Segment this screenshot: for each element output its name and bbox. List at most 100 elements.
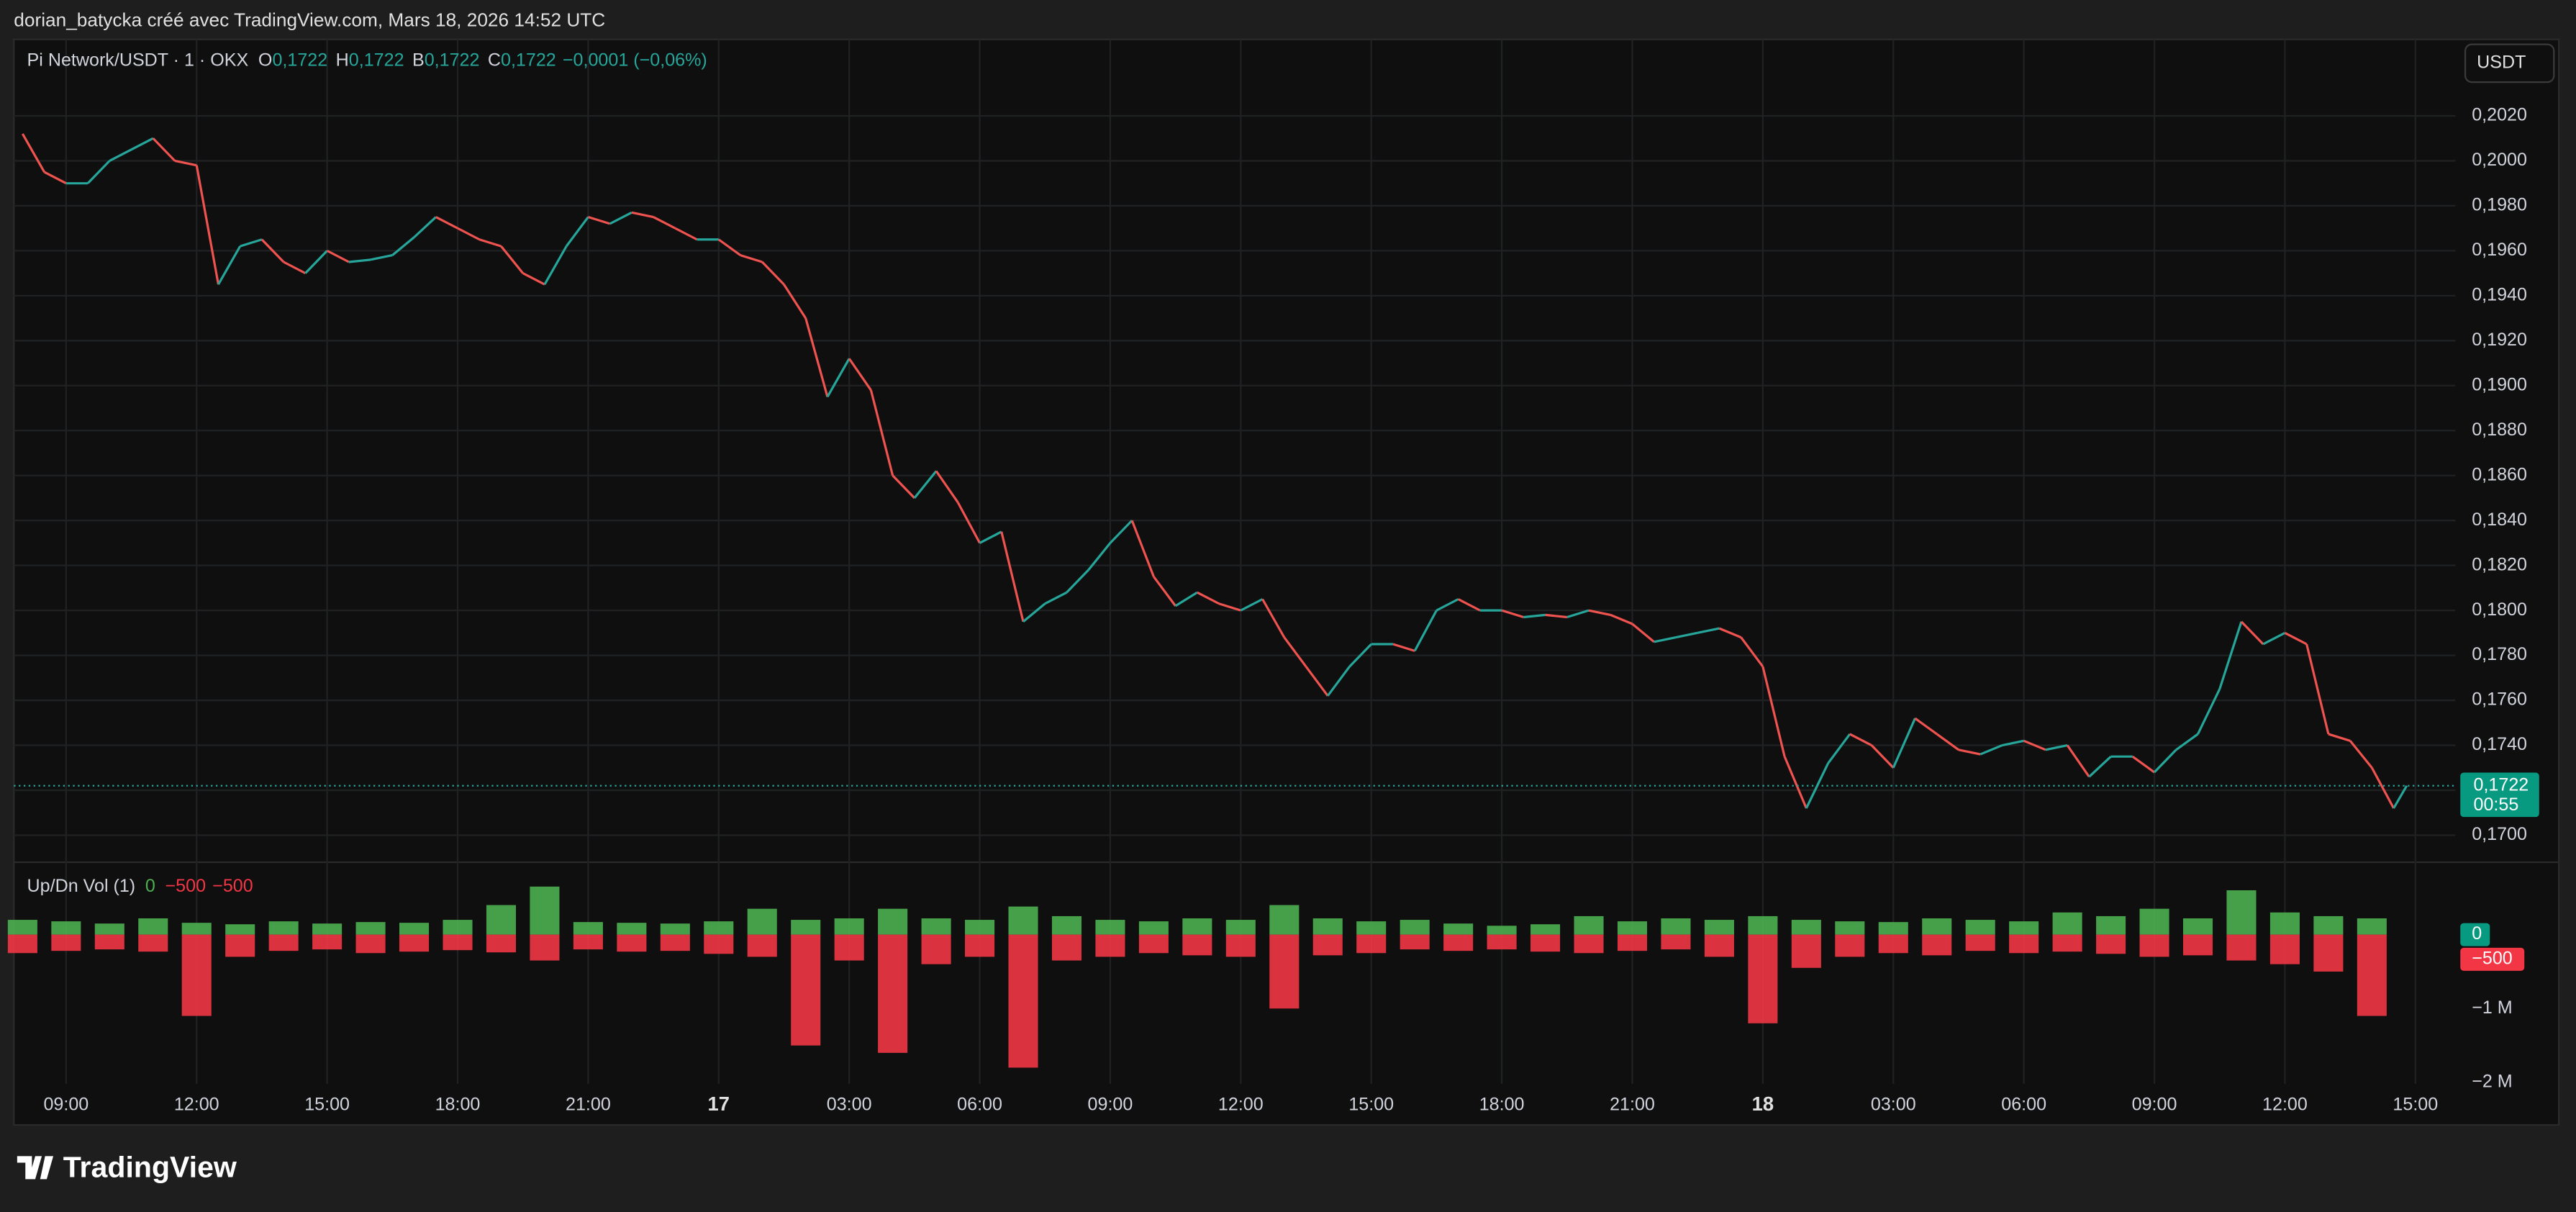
price-segment [1523, 613, 1546, 619]
price-segment [1631, 623, 1655, 643]
volume-bar [2052, 912, 2082, 935]
volume-bar [1704, 934, 1734, 957]
volume-bar [1487, 926, 1517, 935]
price-segment [848, 358, 872, 391]
volume-bar [2357, 918, 2387, 935]
price-segment [413, 216, 437, 238]
price-segment [1566, 609, 1589, 619]
volume-bar [1878, 934, 1908, 954]
volume-bar [225, 924, 255, 935]
volume-bar [138, 918, 168, 935]
volume-bar [1922, 918, 1952, 935]
price-segment [1240, 598, 1264, 612]
price-segment [1914, 717, 1938, 736]
currency-button[interactable] [2464, 43, 2555, 83]
price-segment [1979, 744, 2003, 756]
price-segment [1066, 569, 1089, 594]
volume-bar [704, 921, 734, 935]
volume-bar [530, 886, 560, 935]
price-segment [1044, 591, 1068, 605]
volume-bar [312, 923, 343, 935]
volume-bar [7, 934, 37, 954]
volume-bar [1878, 922, 1908, 935]
volume-bar [1617, 921, 1648, 935]
price-segment [826, 358, 851, 398]
x-tick-label: 15:00 [1348, 1094, 1394, 1114]
volume-legend-value: −500 [212, 876, 253, 896]
price-segment [1283, 636, 1307, 668]
volume-bar [268, 921, 299, 935]
volume-bar [355, 934, 386, 954]
price-segment [1761, 666, 1786, 757]
price-segment [956, 502, 981, 544]
volume-bar [2182, 918, 2213, 935]
price-segment [1305, 666, 1329, 697]
x-tick-label: 09:00 [43, 1094, 89, 1114]
symbol: Pi Network/USDT · 1 · OKX [27, 50, 249, 70]
price-segment [1675, 631, 1698, 639]
y-tick-label: 0,2000 [2472, 150, 2527, 170]
currency-label[interactable]: USDT [2477, 52, 2526, 72]
volume-bar [1356, 921, 1387, 935]
volume-bar [1400, 920, 1430, 935]
x-tick-label: 21:00 [566, 1094, 611, 1114]
volume-bar [2139, 934, 2169, 957]
volume-bar [443, 920, 473, 935]
volume-bar [1095, 920, 1125, 935]
volume-bar [1748, 915, 1778, 935]
volume-bar [486, 905, 517, 935]
volume-bar [2226, 934, 2257, 961]
y-tick-label: 0,2020 [2472, 105, 2527, 125]
volume-bar [1661, 918, 1691, 935]
price-segment [913, 470, 938, 499]
volume-bar [1008, 934, 1038, 1068]
price-segment [2262, 631, 2286, 646]
volume-bar [2052, 934, 2082, 952]
last-price-box [2460, 772, 2539, 818]
price-segment [1610, 613, 1633, 625]
price-segment [2066, 744, 2090, 778]
price-segment [1654, 636, 1677, 643]
price-segment [2305, 643, 2330, 735]
x-tick-label: 15:00 [2393, 1094, 2438, 1114]
ohlc-key: C [488, 50, 501, 70]
price-segment [717, 238, 741, 256]
volume-bar [1791, 920, 1821, 935]
volume-bar [2313, 915, 2344, 935]
volume-bar [355, 922, 386, 935]
volume-bar [7, 920, 37, 935]
volume-bar [1530, 934, 1561, 952]
volume-bar [1051, 915, 1082, 935]
price-segment [86, 160, 111, 184]
price-segment [174, 159, 197, 167]
price-segment [1545, 613, 1567, 619]
volume-bar [181, 934, 212, 1016]
price-segment [195, 165, 220, 285]
volume-bar [1748, 934, 1778, 1023]
price-segment [1501, 609, 1524, 619]
price-segment [522, 272, 545, 286]
price-segment [674, 227, 698, 241]
volume-bar [1487, 934, 1517, 950]
volume-bar [965, 934, 995, 957]
logo-text: TradingView [63, 1151, 237, 1184]
volume-bar [1138, 934, 1169, 954]
price-segment [2153, 749, 2177, 774]
volume-bar [2182, 934, 2213, 956]
price-segment [1413, 610, 1438, 652]
x-tick-label: 09:00 [1088, 1094, 1133, 1114]
volume-bar [573, 922, 603, 935]
price-segment [1718, 627, 1742, 639]
volume-bar [94, 923, 124, 935]
volume-bar [94, 934, 124, 950]
price-segment [1153, 576, 1176, 607]
volume-bar [1312, 934, 1343, 956]
price-segment [457, 227, 480, 241]
price-segment [109, 148, 132, 162]
volume-bar [617, 923, 647, 935]
price-segment [1457, 598, 1481, 612]
price-segment [1958, 749, 1981, 756]
volume-bar [1051, 934, 1082, 961]
x-tick-label: 03:00 [827, 1094, 872, 1114]
volume-bar [1530, 924, 1561, 935]
